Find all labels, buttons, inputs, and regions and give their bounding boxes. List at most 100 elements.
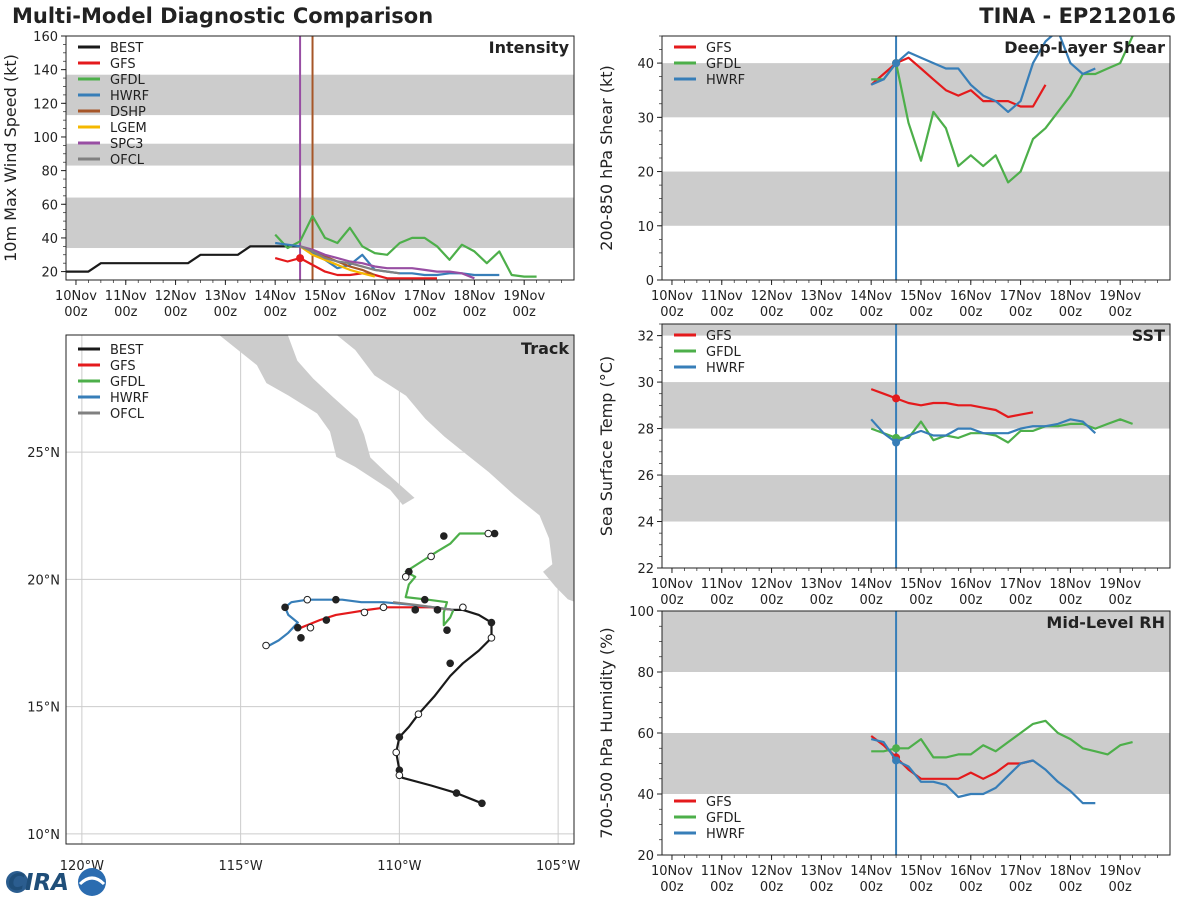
legend-label: OFCL xyxy=(110,153,145,168)
x-tick-label: 00z xyxy=(263,305,287,320)
x-tick-label: 00z xyxy=(1059,880,1083,895)
panel-shear: 01020304010Nov00z11Nov00z12Nov00z13Nov00… xyxy=(597,35,1171,320)
x-tick-label: 00z xyxy=(660,593,684,608)
x-tick-label: 15Nov xyxy=(900,289,942,304)
legend-label: GFS xyxy=(110,359,136,374)
track-marker-00z xyxy=(411,606,420,614)
track-marker-00z xyxy=(452,789,461,797)
track-marker-12z xyxy=(306,623,315,632)
x-tick-label: 00z xyxy=(909,305,933,320)
x-tick-label: 00z xyxy=(1009,593,1033,608)
x-tick-label: 00z xyxy=(114,305,138,320)
y-tick-label: 60 xyxy=(637,727,654,742)
x-tick-label: 14Nov xyxy=(850,577,892,592)
x-tick-label: 00z xyxy=(810,880,834,895)
x-tick-label: 17Nov xyxy=(1000,577,1042,592)
legend-label: HWRF xyxy=(110,89,149,104)
y-tick-label: 40 xyxy=(41,232,58,247)
track-marker-00z xyxy=(490,529,499,538)
y-tick-label: 30 xyxy=(637,111,654,126)
track-marker-12z xyxy=(484,529,493,538)
y-tick-label: 20 xyxy=(637,849,654,864)
track-marker-12z xyxy=(401,572,410,581)
x-tick-label: 10Nov xyxy=(651,577,693,592)
longitude-label: 110°W xyxy=(377,859,421,874)
series-group xyxy=(870,36,1134,184)
latitude-label: 20°N xyxy=(27,573,60,588)
init-point xyxy=(892,744,901,753)
legend-label: HWRF xyxy=(110,391,149,406)
x-tick-label: 00z xyxy=(1109,880,1133,895)
x-tick-label: 00z xyxy=(64,305,88,320)
landmass xyxy=(217,335,417,507)
y-tick-label: 40 xyxy=(637,57,654,72)
track-marker-00z xyxy=(322,616,331,624)
page-title: Multi-Model Diagnostic Comparison xyxy=(12,4,434,28)
legend-label: GFS xyxy=(706,329,732,344)
track-marker-00z xyxy=(332,595,340,604)
panel-intensity: 2040608010012014016010Nov00z11Nov00z12No… xyxy=(1,30,575,320)
legend-label: SPC3 xyxy=(110,137,143,152)
x-tick-label: 00z xyxy=(660,880,684,895)
track-marker-12z xyxy=(427,552,435,561)
y-tick-label: 20 xyxy=(637,166,654,181)
x-tick-label: 00z xyxy=(363,305,387,320)
y-tick-label: 24 xyxy=(637,516,654,531)
x-tick-label: 00z xyxy=(1109,593,1133,608)
x-tick-label: 00z xyxy=(710,593,734,608)
series-line-gfdl xyxy=(871,36,1134,184)
x-tick-label: 15Nov xyxy=(900,864,942,879)
legend-label: GFS xyxy=(110,57,136,72)
x-tick-label: 00z xyxy=(710,880,734,895)
legend-label: GFS xyxy=(706,795,732,810)
series-line-lgem xyxy=(299,245,376,278)
y-tick-label: 100 xyxy=(629,605,654,620)
legend-label: LGEM xyxy=(110,121,147,136)
y-tick-label: 160 xyxy=(33,30,58,45)
y-tick-label: 60 xyxy=(41,198,58,213)
legend-label: GFDL xyxy=(706,811,742,826)
x-tick-label: 18Nov xyxy=(453,289,495,304)
plot-frame xyxy=(65,35,575,281)
y-tick-label: 32 xyxy=(637,330,654,345)
x-tick-label: 00z xyxy=(413,305,437,320)
x-tick-label: 00z xyxy=(859,880,883,895)
panel-sst: 22242628303210Nov00z11Nov00z12Nov00z13No… xyxy=(597,323,1171,608)
track-marker-00z xyxy=(478,799,486,808)
longitude-label: 115°W xyxy=(219,859,263,874)
x-tick-label: 19Nov xyxy=(1099,864,1141,879)
x-tick-label: 10Nov xyxy=(55,289,97,304)
y-tick-label: 140 xyxy=(33,64,58,79)
x-tick-label: 00z xyxy=(214,305,238,320)
series-group xyxy=(66,215,537,280)
series-line-spc3 xyxy=(299,245,475,280)
series-line-gfdl xyxy=(871,719,1133,759)
x-tick-label: 00z xyxy=(760,593,784,608)
x-tick-label: 00z xyxy=(710,305,734,320)
legend-label: BEST xyxy=(110,343,143,358)
x-tick-label: 11Nov xyxy=(701,289,743,304)
legend-label: GFDL xyxy=(706,57,742,72)
legend-label: HWRF xyxy=(706,73,745,88)
y-axis-label: Sea Surface Temp (°C) xyxy=(597,356,616,536)
track-line-ofcl xyxy=(392,601,454,611)
x-tick-label: 11Nov xyxy=(701,577,743,592)
track-marker-12z xyxy=(379,603,388,612)
x-tick-label: 16Nov xyxy=(354,289,396,304)
shade-band xyxy=(662,324,1170,336)
track-marker-12z xyxy=(487,634,496,642)
y-tick-label: 28 xyxy=(637,423,654,438)
track-marker-00z xyxy=(433,606,442,614)
track-marker-12z xyxy=(360,608,369,617)
x-tick-label: 10Nov xyxy=(651,289,693,304)
y-tick-label: 22 xyxy=(637,562,654,577)
series-group xyxy=(870,719,1133,805)
x-tick-label: 19Nov xyxy=(1099,289,1141,304)
x-tick-label: 00z xyxy=(513,305,537,320)
x-tick-label: 16Nov xyxy=(950,864,992,879)
x-tick-label: 00z xyxy=(959,305,983,320)
track-marker-12z xyxy=(459,603,467,612)
x-tick-label: 00z xyxy=(810,593,834,608)
y-tick-label: 26 xyxy=(637,469,654,484)
track-marker-00z xyxy=(443,626,451,635)
